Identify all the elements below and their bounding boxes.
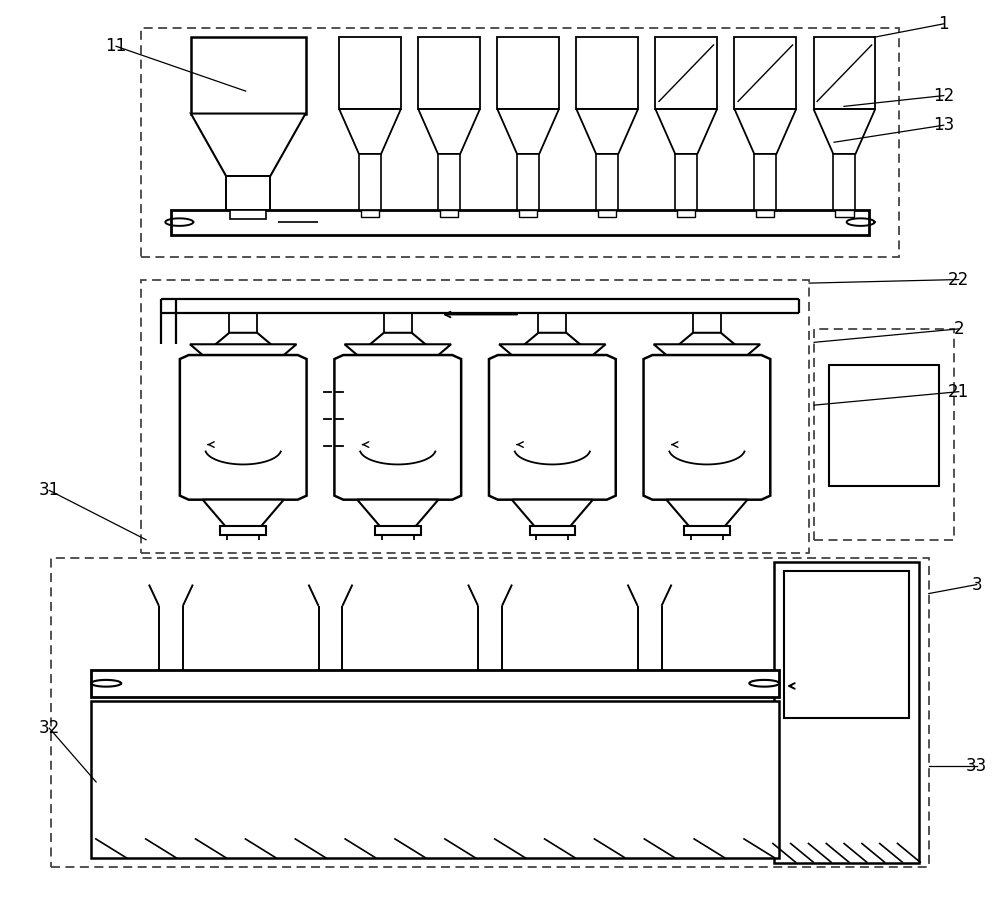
Bar [734,37,796,109]
Bar [675,154,697,210]
Bar [141,280,809,554]
Polygon shape [190,345,296,355]
Bar [598,210,616,217]
Polygon shape [497,109,559,154]
Bar [833,154,855,210]
Polygon shape [512,333,593,355]
Bar [171,210,869,235]
Polygon shape [339,109,401,154]
Polygon shape [418,109,480,154]
Polygon shape [220,526,266,536]
Polygon shape [666,500,747,526]
Bar [519,210,537,217]
Polygon shape [499,345,606,355]
Bar [835,210,854,217]
Polygon shape [734,109,796,154]
Polygon shape [180,355,307,500]
Bar [141,28,899,257]
Bar [51,558,929,868]
Bar [438,154,460,210]
Bar [754,154,776,210]
Bar [784,572,909,718]
Bar [517,154,539,210]
Polygon shape [489,355,616,500]
Polygon shape [512,500,593,526]
Text: 1: 1 [938,14,949,32]
Polygon shape [530,526,575,536]
Bar [339,37,401,109]
Polygon shape [576,109,638,154]
Text: 32: 32 [39,719,60,737]
Bar [359,154,381,210]
Polygon shape [654,345,760,355]
Polygon shape [334,355,461,500]
Bar [829,364,939,486]
Text: 22: 22 [948,271,969,289]
Polygon shape [203,500,284,526]
Text: 12: 12 [933,86,954,104]
Polygon shape [357,500,438,526]
Polygon shape [655,109,717,154]
Polygon shape [644,355,770,500]
Bar [774,562,919,863]
Bar [191,37,306,113]
Text: 11: 11 [105,37,127,55]
Text: 33: 33 [966,757,987,775]
Polygon shape [345,345,451,355]
Polygon shape [666,333,747,355]
Polygon shape [814,109,875,154]
Polygon shape [684,526,730,536]
Bar [756,210,774,217]
Polygon shape [203,333,284,355]
Bar [91,670,779,697]
Text: 3: 3 [971,576,982,594]
Bar [576,37,638,109]
Bar [596,154,618,210]
Bar [440,210,458,217]
Text: 21: 21 [948,382,969,400]
Bar [91,701,779,859]
Polygon shape [357,333,438,355]
Bar [655,37,717,109]
Bar [230,210,266,219]
Bar [418,37,480,109]
Text: 13: 13 [933,116,954,134]
Bar [497,37,559,109]
Bar [814,37,875,109]
Bar [226,176,270,210]
Bar [361,210,379,217]
Polygon shape [375,526,421,536]
Text: 2: 2 [953,320,964,338]
Bar [814,328,954,540]
Polygon shape [191,113,306,176]
Text: 31: 31 [39,482,60,500]
Bar [677,210,695,217]
